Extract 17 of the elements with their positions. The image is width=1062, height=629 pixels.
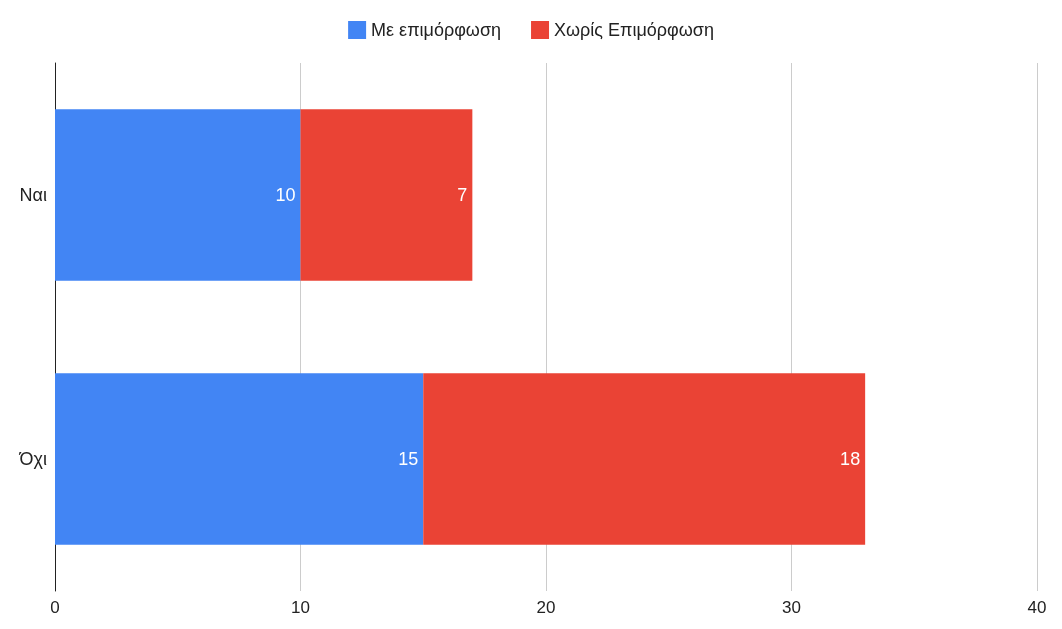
data-label: 10 [275, 185, 296, 205]
data-label: 7 [457, 185, 468, 205]
data-label: 15 [398, 449, 419, 469]
x-tick-label: 10 [291, 598, 310, 617]
bar [55, 109, 301, 281]
y-tick-label: Όχι [18, 449, 47, 469]
bar [300, 109, 473, 281]
x-tick-label: 20 [536, 598, 556, 617]
data-label: 18 [840, 449, 861, 469]
bar [423, 373, 866, 545]
legend-label: Με επιμόρφωση [371, 20, 502, 40]
y-tick-label: Ναι [19, 185, 47, 205]
bar [55, 373, 424, 545]
x-tick-label: 40 [1027, 598, 1047, 617]
x-tick-label: 0 [50, 598, 60, 617]
x-tick-label: 30 [782, 598, 801, 617]
legend-label: Χωρίς Επιμόρφωση [554, 20, 714, 40]
